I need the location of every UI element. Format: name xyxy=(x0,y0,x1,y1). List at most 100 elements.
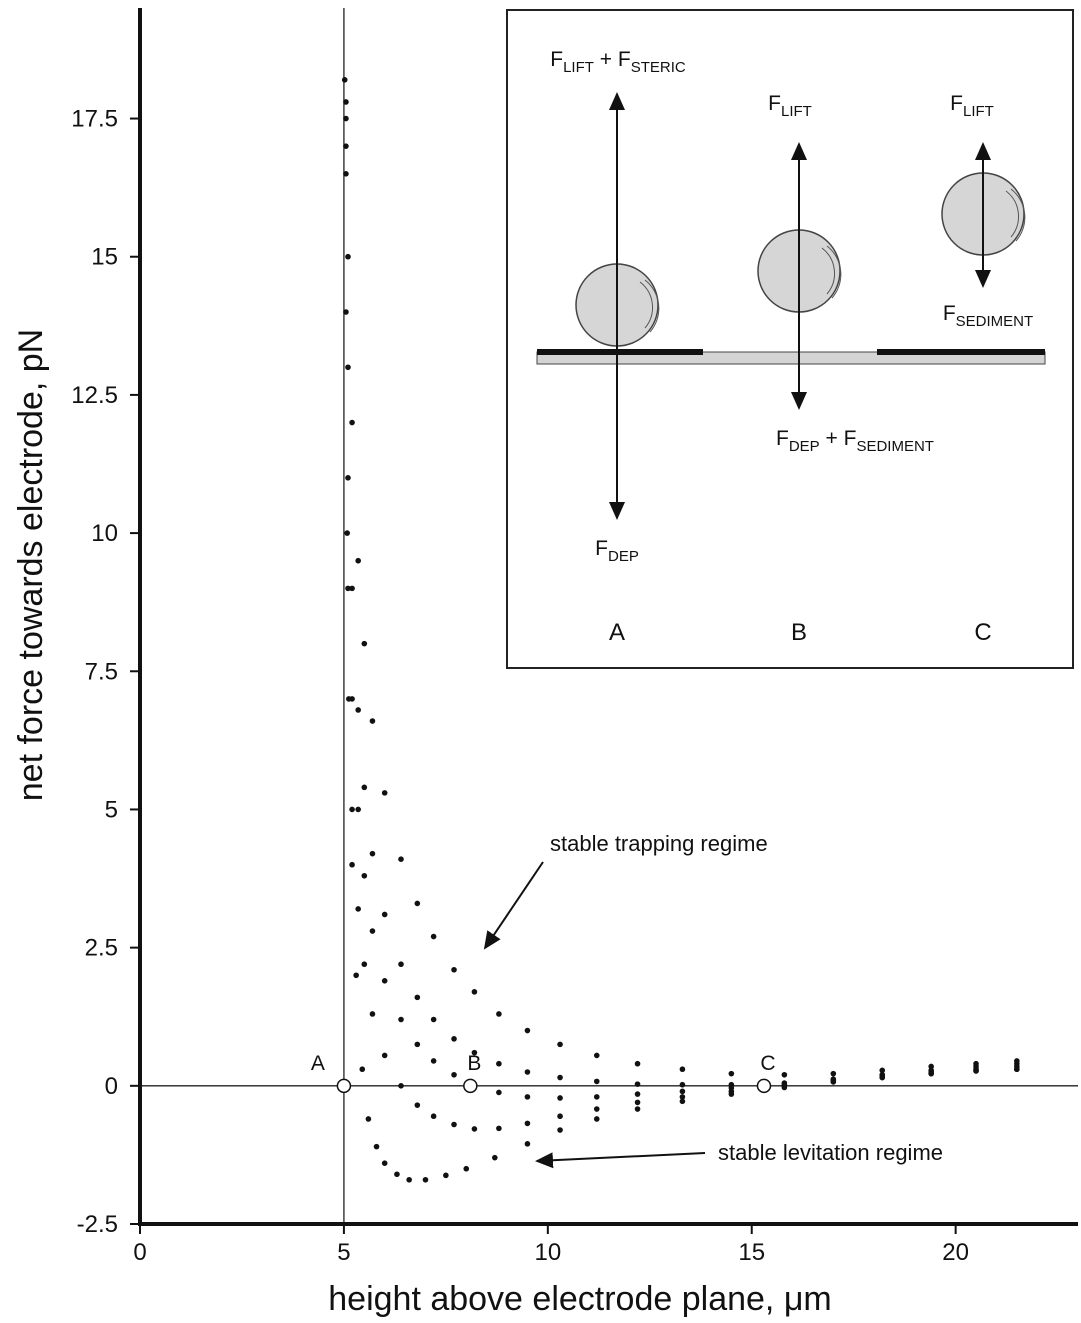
data-dot xyxy=(365,1116,372,1122)
data-dot xyxy=(593,1078,600,1085)
data-dot xyxy=(398,961,404,968)
data-dot xyxy=(1014,1066,1020,1073)
data-dot xyxy=(343,143,349,149)
subscript: SEDIMENT xyxy=(856,438,934,455)
data-dot xyxy=(361,961,368,968)
data-dot xyxy=(430,1016,437,1023)
data-dot xyxy=(524,1120,531,1127)
data-dot xyxy=(343,171,349,177)
point-marker xyxy=(336,1078,352,1094)
data-dot xyxy=(451,1071,457,1078)
subscript: STERIC xyxy=(631,59,686,76)
data-dot xyxy=(634,1106,641,1112)
x-tick-label: 5 xyxy=(337,1239,350,1266)
data-dot xyxy=(451,1036,457,1042)
data-dot xyxy=(355,806,361,813)
point-marker xyxy=(463,1078,478,1094)
data-dot xyxy=(557,1127,563,1133)
data-dot xyxy=(381,790,388,796)
data-dot xyxy=(398,856,404,862)
force-label: FLIFT + FSTERIC xyxy=(550,48,686,76)
x-axis-label: height above electrode plane, μm xyxy=(328,1280,831,1318)
data-dot xyxy=(373,1143,380,1150)
data-dot xyxy=(557,1041,563,1048)
data-dot xyxy=(414,900,421,907)
data-dot xyxy=(414,1102,421,1108)
annotation-arrows xyxy=(483,861,706,1169)
data-dot xyxy=(355,707,361,713)
data-dot xyxy=(398,1016,404,1023)
data-dot xyxy=(830,1070,837,1077)
data-dot xyxy=(463,1165,470,1172)
data-dot xyxy=(343,309,349,315)
data-dot xyxy=(634,1091,641,1097)
data-dot xyxy=(381,1160,388,1166)
data-dot xyxy=(430,1058,437,1064)
data-dot xyxy=(679,1098,686,1105)
data-dot xyxy=(451,1121,457,1128)
annotation: stable levitation regime xyxy=(718,1140,943,1165)
point-label: C xyxy=(760,1052,775,1075)
data-dot xyxy=(593,1106,600,1112)
data-dot xyxy=(349,419,355,426)
force-symbol: F xyxy=(550,48,563,71)
data-dot xyxy=(557,1074,563,1081)
data-dot xyxy=(593,1052,600,1059)
electrode xyxy=(537,349,703,355)
x-tick-label: 0 xyxy=(133,1239,146,1266)
data-dot xyxy=(381,978,388,984)
data-dot xyxy=(524,1094,531,1100)
data-dot xyxy=(381,911,388,918)
data-dot xyxy=(492,1154,498,1161)
data-dot xyxy=(369,928,376,934)
data-dot xyxy=(593,1094,600,1100)
subscript: SEDIMENT xyxy=(956,313,1034,330)
data-dot xyxy=(830,1079,837,1085)
force-label: FDEP + FSEDIMENT xyxy=(776,427,934,455)
x-tick-label: 20 xyxy=(942,1239,969,1266)
data-dot xyxy=(345,585,351,592)
electrode xyxy=(877,349,1045,355)
subscript: DEP xyxy=(608,548,639,565)
data-dot xyxy=(345,364,351,371)
data-dot xyxy=(341,77,348,83)
data-dot xyxy=(471,989,478,995)
y-tick-label: 15 xyxy=(91,244,118,271)
data-dot xyxy=(496,1125,502,1132)
data-dot xyxy=(343,115,349,122)
data-dot xyxy=(634,1099,641,1106)
subscript: DEP xyxy=(789,438,820,455)
point-marker xyxy=(756,1078,772,1094)
data-dot xyxy=(369,1011,376,1017)
data-dot xyxy=(349,806,355,813)
y-tick-label: 12.5 xyxy=(71,382,118,409)
data-dot xyxy=(496,1011,502,1017)
data-dot xyxy=(524,1027,531,1034)
data-dot xyxy=(430,933,437,940)
data-dot xyxy=(414,994,421,1001)
data-dot xyxy=(353,972,359,979)
y-tick-label: 10 xyxy=(91,520,118,547)
data-dot xyxy=(471,1049,478,1056)
data-dot xyxy=(406,1176,412,1183)
data-dot xyxy=(398,1083,404,1089)
data-dot xyxy=(928,1063,934,1070)
data-dot xyxy=(381,1052,388,1059)
data-dot xyxy=(728,1091,735,1097)
force-arrows xyxy=(609,92,991,520)
data-dot xyxy=(414,1041,421,1048)
force-label: FLIFT xyxy=(768,92,812,120)
data-dot xyxy=(355,906,361,912)
data-dot xyxy=(430,1113,437,1120)
y-tick-label: 5 xyxy=(105,796,118,823)
force-symbol: + F xyxy=(820,427,857,450)
data-dot xyxy=(349,861,355,868)
data-dot xyxy=(634,1060,641,1067)
data-dot xyxy=(471,1126,478,1132)
data-dot xyxy=(879,1074,886,1081)
particle-highlights xyxy=(639,188,1026,333)
x-tick-label: 10 xyxy=(534,1239,561,1266)
data-dot xyxy=(634,1081,641,1087)
